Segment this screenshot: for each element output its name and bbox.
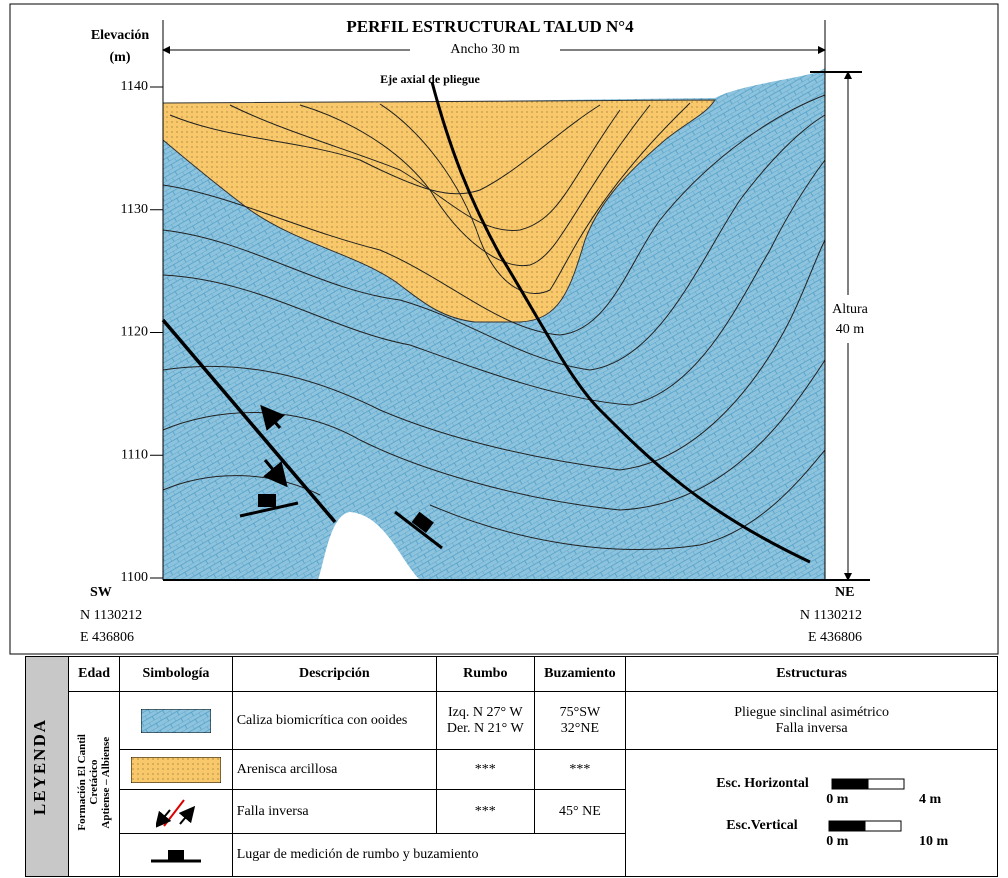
column-header: Edad xyxy=(69,657,120,692)
elevation-tick: 1140 xyxy=(121,79,148,94)
station-north: N 1130212 xyxy=(80,608,142,623)
station-side: SW xyxy=(90,585,112,600)
station-east: E 436806 xyxy=(808,630,862,645)
station-side: NE xyxy=(835,585,854,600)
buzamiento: 45° NE xyxy=(534,790,626,834)
symbol xyxy=(156,794,196,830)
height-label: Altura xyxy=(832,302,869,317)
legend-title: LEYENDA xyxy=(26,657,69,877)
description: Falla inversa xyxy=(232,790,436,834)
width-label: Ancho 30 m xyxy=(450,42,519,57)
profile: PERFIL ESTRUCTURAL TALUD N°4 Elevación (… xyxy=(0,0,1008,656)
symbol xyxy=(131,757,221,783)
legend-table: LEYENDA Edad Simbología Descripción Rumb… xyxy=(25,656,998,877)
symbol xyxy=(141,845,211,865)
elevation-label: Elevación xyxy=(91,28,150,43)
buzamiento: *** xyxy=(534,750,626,790)
elevation-tick: 1120 xyxy=(121,325,148,340)
height-value: 40 m xyxy=(836,322,865,337)
column-header: Rumbo xyxy=(436,657,534,692)
column-header: Descripción xyxy=(232,657,436,692)
column-header: Buzamiento xyxy=(534,657,626,692)
title: PERFIL ESTRUCTURAL TALUD N°4 xyxy=(346,17,634,36)
station-east: E 436806 xyxy=(80,630,134,645)
rumbo: *** xyxy=(436,750,534,790)
elevation-tick: 1100 xyxy=(121,570,148,585)
station-north: N 1130212 xyxy=(800,608,862,623)
page: PERFIL ESTRUCTURAL TALUD N°4 Elevación (… xyxy=(0,0,1008,878)
axis-label: Eje axial de pliegue xyxy=(380,72,480,86)
description: Lugar de medición de rumbo y buzamiento xyxy=(232,834,626,877)
description: Caliza biomicrítica con ooides xyxy=(232,692,436,750)
column-header: Simbología xyxy=(120,657,233,692)
symbol xyxy=(141,709,211,733)
elevation-tick: 1110 xyxy=(121,447,148,462)
elevation-tick: 1130 xyxy=(121,202,148,217)
rumbo: *** xyxy=(436,790,534,834)
column-header: Estructuras xyxy=(626,657,998,692)
strike-symbol xyxy=(258,494,276,507)
description: Arenisca arcillosa xyxy=(232,750,436,790)
elevation-unit: (m) xyxy=(110,50,131,65)
